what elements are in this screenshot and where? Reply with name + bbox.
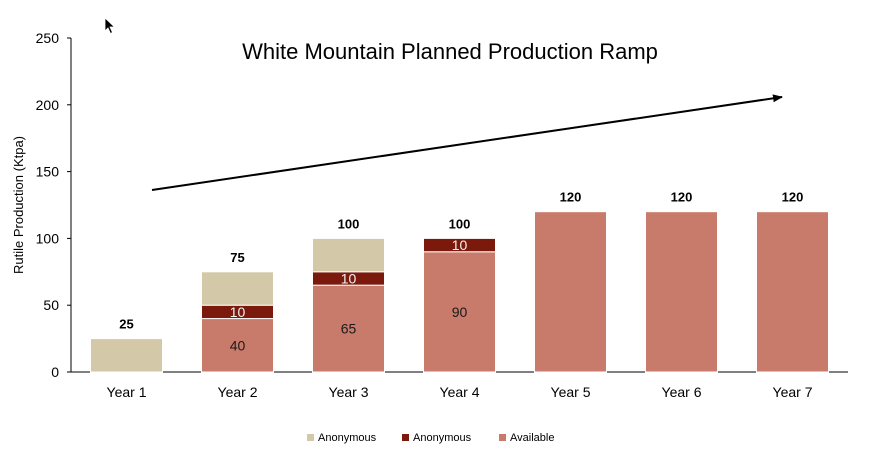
segment-value-label: 65 <box>341 321 357 337</box>
legend: Anonymous Anonymous Available <box>307 432 554 444</box>
bar-segment <box>312 237 385 273</box>
bar-segment <box>201 271 274 306</box>
x-tick-label: Year 5 <box>551 384 591 400</box>
legend-label: Available <box>510 432 554 444</box>
bar-segment <box>90 338 163 373</box>
bar-total-label: 25 <box>119 317 133 332</box>
legend-swatch <box>499 434 506 441</box>
legend-swatch <box>307 434 314 441</box>
legend-label: Anonymous <box>318 432 377 444</box>
bar-total-label: 75 <box>230 250 244 265</box>
bar-total-label: 100 <box>338 216 360 231</box>
x-tick-label: Year 1 <box>107 384 147 400</box>
segment-value-label: 10 <box>452 237 468 253</box>
legend-label: Anonymous <box>413 432 472 444</box>
y-axis-ticks: 0 50 100 150 200 250 <box>36 30 71 380</box>
bar-segment <box>423 251 496 373</box>
segment-value-label: 90 <box>452 304 468 320</box>
x-tick-label: Year 3 <box>329 384 369 400</box>
bar-total-label: 120 <box>560 190 582 205</box>
bar-total-label: 120 <box>671 190 693 205</box>
segment-value-label: 40 <box>230 337 246 353</box>
bar-segment <box>645 211 718 373</box>
legend-item: Available <box>499 432 554 444</box>
data-labels: 40 65 90 10 10 10 25 75 100 100 120 120 120 <box>119 190 803 354</box>
bar-total-label: 120 <box>782 190 804 205</box>
legend-swatch <box>402 434 409 441</box>
x-tick-label: Year 6 <box>662 384 702 400</box>
y-tick-label: 100 <box>36 230 60 246</box>
x-axis-ticks: Year 1 Year 2 Year 3 Year 4 Year 5 Year 6 Year… <box>107 384 813 400</box>
bar-segment <box>756 211 829 373</box>
bar-total-label: 100 <box>449 216 471 231</box>
bar-segment <box>423 237 496 253</box>
y-tick-label: 150 <box>36 164 60 180</box>
legend-item: Anonymous <box>307 432 377 444</box>
trend-arrow <box>151 94 783 191</box>
bar-segment <box>312 284 385 373</box>
segment-value-label: 10 <box>230 304 246 320</box>
y-tick-label: 50 <box>43 297 59 313</box>
x-tick-label: Year 7 <box>773 384 813 400</box>
y-tick-label: 200 <box>36 97 60 113</box>
segment-value-label: 10 <box>341 270 357 286</box>
x-tick-label: Year 2 <box>218 384 258 400</box>
y-axis-label: Rutile Production (Ktpa) <box>11 136 26 274</box>
bar-segment <box>201 318 274 373</box>
chart-title: White Mountain Planned Production Ramp <box>242 39 658 64</box>
mouse-pointer-icon <box>104 17 116 35</box>
y-tick-label: 250 <box>36 30 60 46</box>
x-tick-label: Year 4 <box>440 384 480 400</box>
bar-segment <box>534 211 607 373</box>
legend-item: Anonymous <box>402 432 472 444</box>
bar-series <box>90 211 829 373</box>
y-tick-label: 0 <box>51 364 59 380</box>
